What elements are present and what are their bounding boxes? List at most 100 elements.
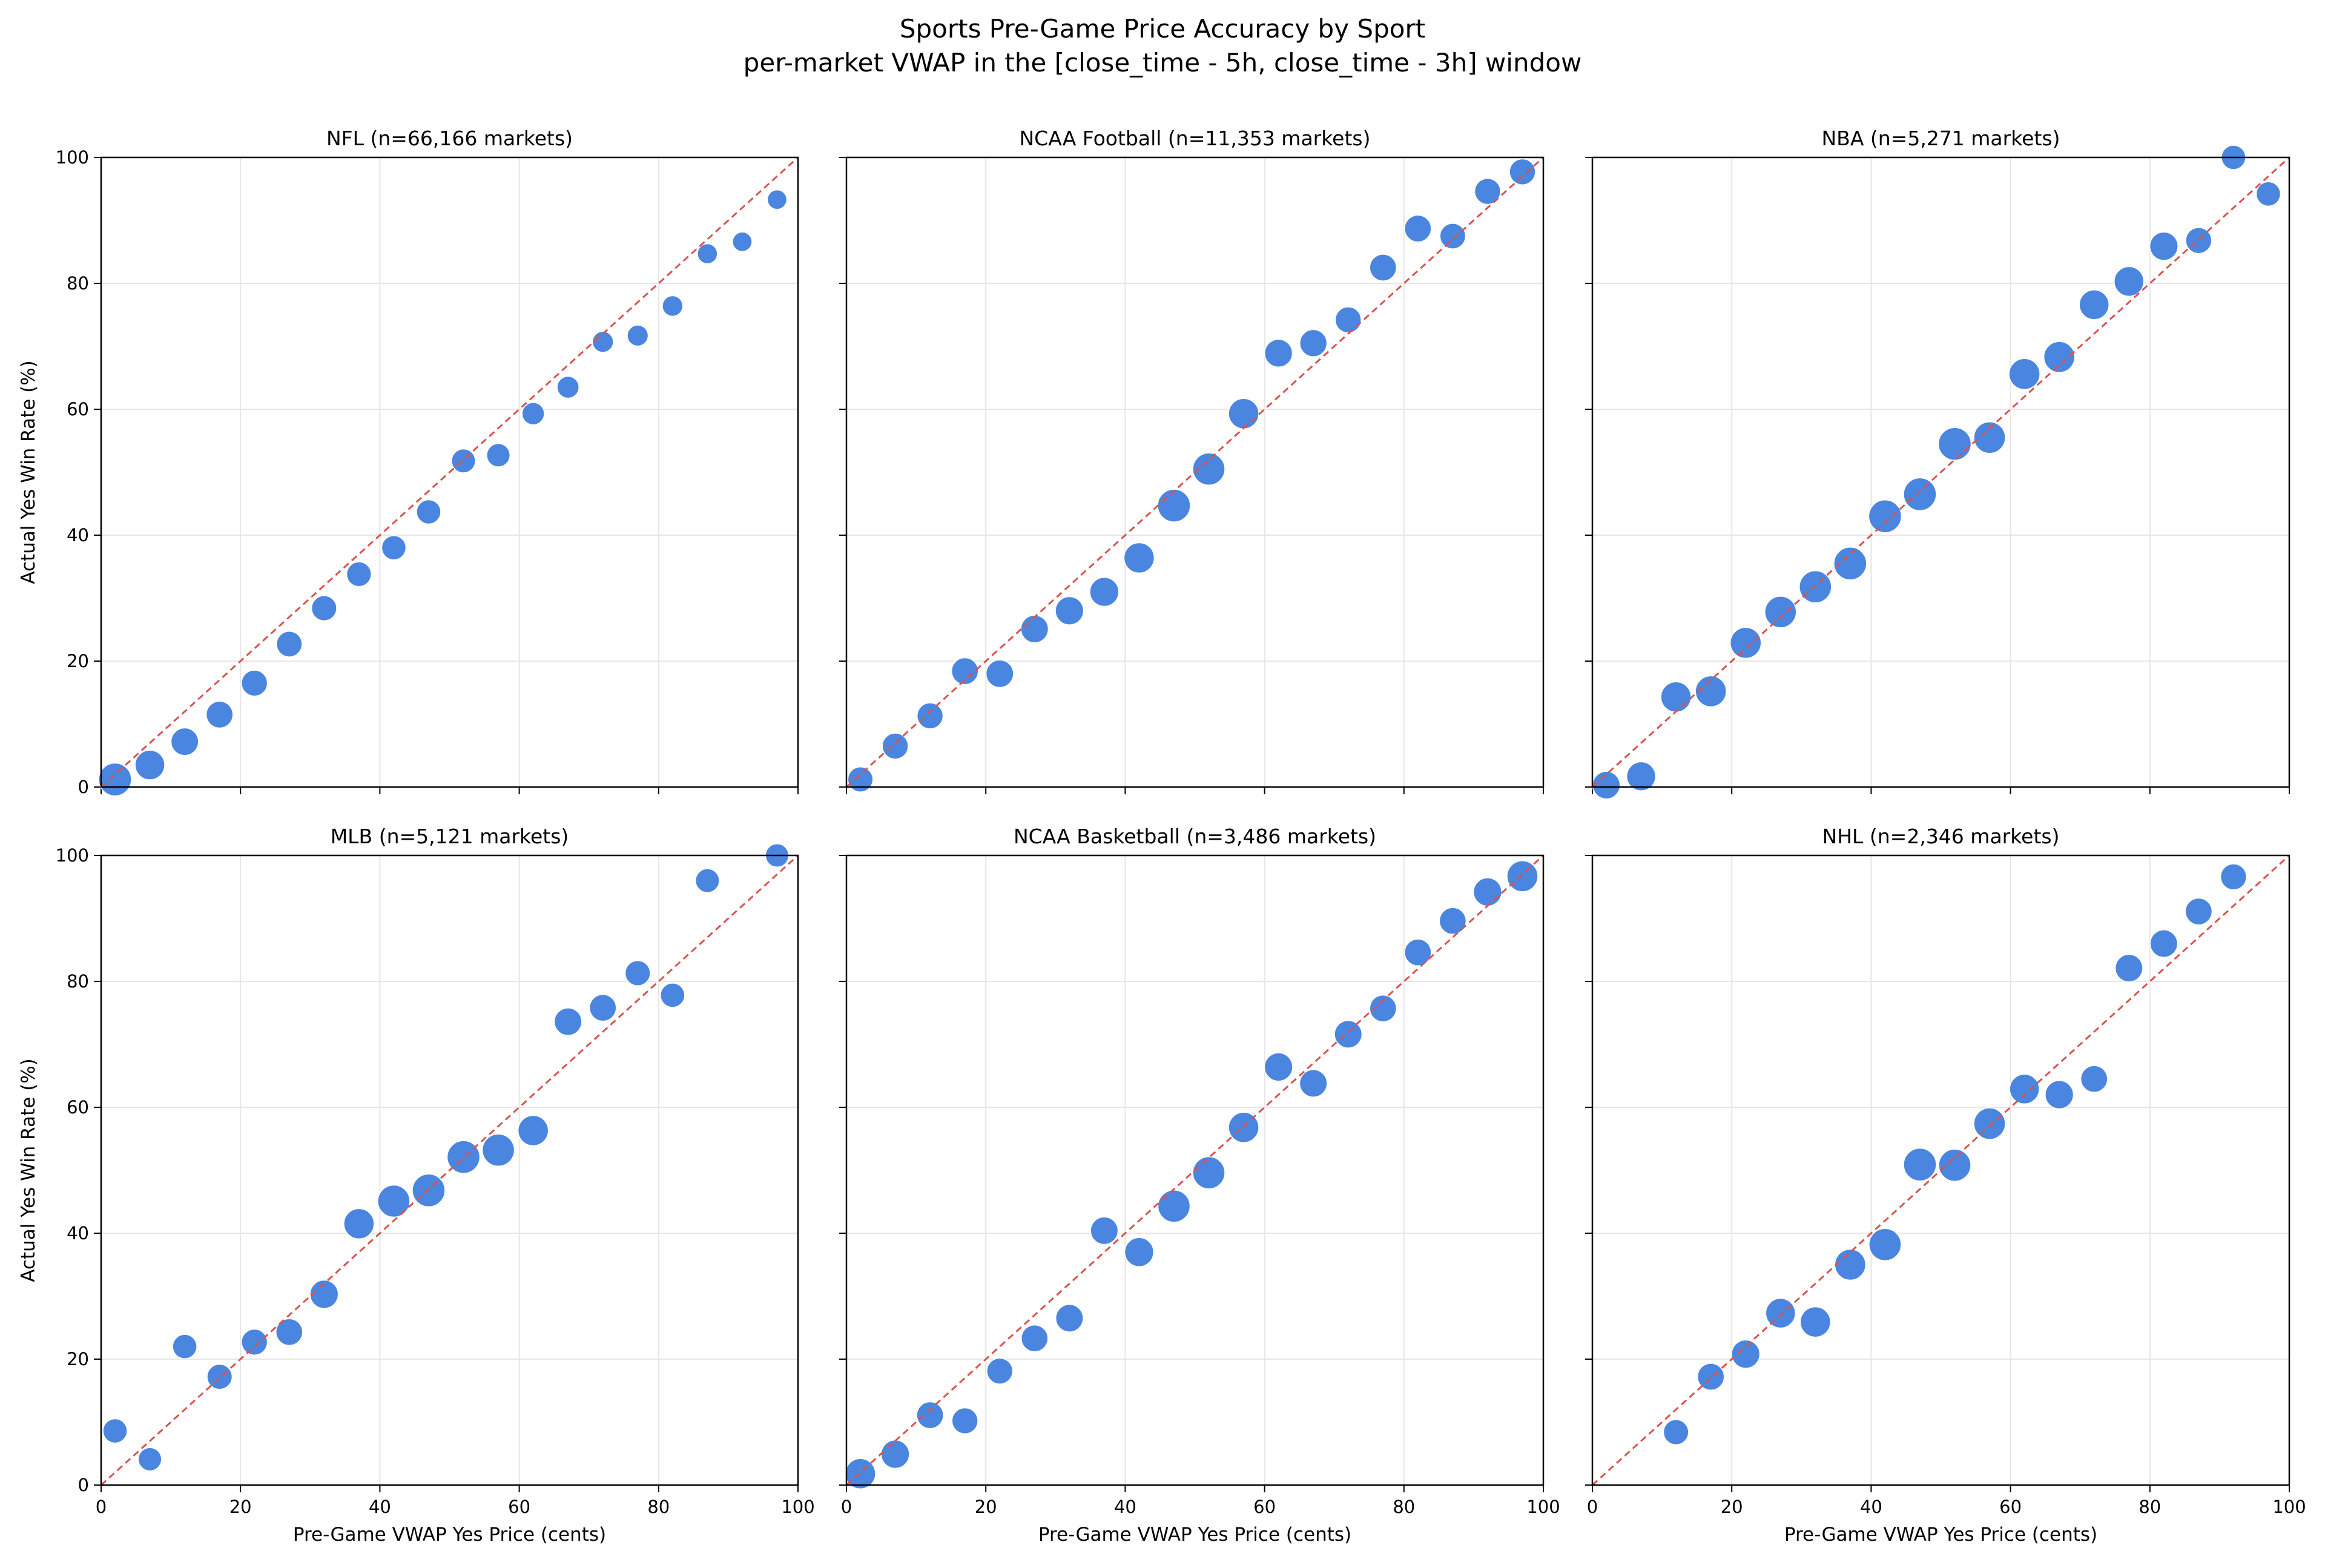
x-tick-label: 0 (1587, 1497, 1598, 1517)
figure-subtitle: per-market VWAP in the [close_time - 5h,… (744, 48, 1582, 77)
figure-title: Sports Pre-Game Price Accuracy by Sport (900, 14, 1425, 44)
panel-0: NFL (n=66,166 markets) 0 20 40 60 80 100 Actual… (18, 127, 799, 797)
data-point (1938, 1148, 1971, 1182)
data-point (98, 762, 132, 797)
data-point (1626, 761, 1657, 791)
data-point (1509, 158, 1536, 186)
data-point (1506, 860, 1538, 892)
data-point (2185, 227, 2212, 254)
data-point (1973, 1107, 2006, 1140)
x-tick-label: 100 (781, 1497, 814, 1517)
data-point (1192, 452, 1225, 486)
panel-title: NCAA Basketball (n=3,486 markets) (1014, 825, 1376, 848)
x-tick-label: 0 (96, 1497, 107, 1517)
data-point (1157, 489, 1191, 522)
data-point (451, 448, 476, 473)
data-point (205, 700, 234, 729)
x-tick-label: 60 (1253, 1497, 1276, 1517)
data-point (1660, 681, 1692, 713)
data-point (1938, 427, 1972, 461)
data-point (1334, 306, 1362, 334)
x-tick-label: 100 (2272, 1497, 2306, 1517)
y-tick-label: 0 (78, 1475, 89, 1495)
data-point (172, 1334, 197, 1359)
data-point (1833, 547, 1867, 581)
data-point (1731, 1339, 1761, 1369)
data-point (732, 231, 753, 252)
panel-3: MLB (n=5,121 markets) 0 20 40 60 80 100 0 20 40 60… (18, 825, 815, 1546)
data-point (1055, 596, 1084, 625)
data-point (1020, 614, 1049, 644)
data-point (1868, 1228, 1902, 1261)
data-point (134, 749, 165, 780)
x-tick-label: 60 (508, 1497, 530, 1517)
data-point (1799, 570, 1832, 604)
data-point (1264, 1052, 1293, 1082)
data-point (2080, 1065, 2108, 1093)
axes-frame (1591, 854, 2290, 1486)
data-point (1764, 596, 1797, 628)
axes-frame (1591, 156, 2290, 788)
data-point (1663, 1419, 1689, 1446)
data-point (343, 1208, 375, 1240)
data-point (241, 670, 268, 697)
y-tick-label: 40 (67, 1223, 89, 1244)
x-tick-label: 20 (1721, 1497, 1743, 1517)
x-tick-label: 0 (841, 1497, 852, 1517)
data-point (592, 331, 614, 353)
y-tick-label: 80 (67, 273, 89, 294)
data-point (1089, 576, 1120, 607)
x-tick-label: 40 (1860, 1497, 1882, 1517)
data-point (553, 1007, 582, 1036)
data-point (311, 595, 337, 622)
data-point (1090, 1216, 1119, 1245)
reference-line (100, 156, 799, 788)
y-tick-label: 60 (67, 399, 89, 420)
data-point (1592, 771, 1621, 800)
reference-line (845, 854, 1545, 1486)
data-point (697, 243, 718, 265)
x-axis-label: Pre-Game VWAP Yes Price (cents) (1038, 1524, 1351, 1546)
data-point (1403, 938, 1432, 967)
panel-title: MLB (n=5,121 markets) (331, 825, 569, 848)
data-point (1474, 177, 1502, 205)
data-point (951, 1407, 978, 1435)
data-point (847, 766, 874, 793)
x-tick-label: 40 (1114, 1497, 1136, 1517)
panel-title: NCAA Football (n=11,353 markets) (1020, 127, 1371, 150)
data-point (521, 402, 545, 426)
data-point (486, 443, 511, 467)
panel-title: NHL (n=2,346 markets) (1822, 825, 2060, 848)
panel-5: NHL (n=2,346 markets) 0 20 40 60 80 100 Pre-Gam… (1585, 825, 2306, 1546)
y-tick-label: 60 (67, 1097, 89, 1118)
x-tick-label: 20 (975, 1497, 997, 1517)
data-point (1729, 627, 1762, 659)
data-point (1369, 994, 1397, 1023)
x-tick-label: 100 (1526, 1497, 1560, 1517)
y-tick-label: 0 (78, 777, 89, 797)
data-point (624, 960, 651, 986)
y-axis-label: Actual Yes Win Rate (%) (18, 360, 39, 584)
data-point (1697, 1363, 1725, 1391)
x-axis-label: Pre-Game VWAP Yes Price (cents) (1784, 1524, 2097, 1546)
data-point (880, 1439, 910, 1469)
data-point (309, 1279, 339, 1309)
axes-frame (100, 854, 799, 1486)
data-point (416, 499, 441, 525)
data-point (767, 189, 788, 210)
data-point (2149, 231, 2178, 261)
axes-frame (845, 854, 1545, 1486)
data-point (2255, 181, 2281, 207)
data-point (170, 727, 199, 756)
data-point (1299, 329, 1328, 358)
data-point (694, 868, 720, 894)
data-point (556, 375, 579, 399)
data-point (1124, 1237, 1155, 1267)
data-point (2149, 929, 2178, 958)
panel-1: NCAA Football (n=11,353 markets) (839, 127, 1545, 794)
data-point (1695, 675, 1727, 708)
reference-line (100, 854, 799, 1486)
data-point (589, 993, 617, 1022)
data-point (660, 983, 685, 1008)
